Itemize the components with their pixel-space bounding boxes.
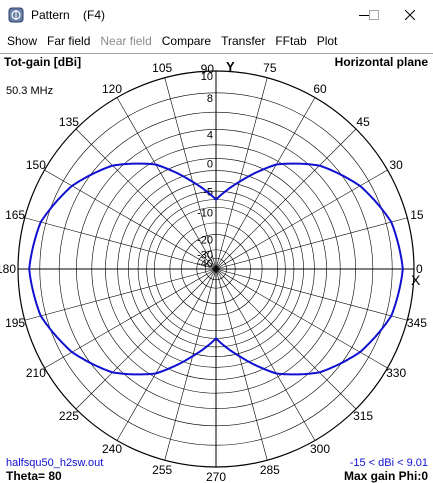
grid-ring <box>137 190 295 348</box>
gain-range-label: -15 < dBi < 9.01 <box>350 457 428 469</box>
angle-label: 270 <box>206 470 226 483</box>
grid-spoke <box>24 268 217 321</box>
angle-label: 345 <box>407 316 427 330</box>
menu-bar: Show Far field Near field Compare Transfer FF… <box>0 30 433 52</box>
grid-ring <box>128 181 304 357</box>
angle-label: 15 <box>410 208 424 222</box>
grid-spoke <box>215 268 316 441</box>
angle-label: 225 <box>59 409 79 423</box>
angle-label: 255 <box>152 463 172 477</box>
minimize-icon <box>359 15 369 16</box>
grid-ring <box>91 144 341 394</box>
grid-ring <box>169 222 263 316</box>
minimize-button[interactable] <box>341 0 387 30</box>
grid-spoke <box>215 169 388 270</box>
grid-spoke <box>215 268 357 410</box>
polar-grid <box>17 70 415 468</box>
grid-ring <box>204 257 228 281</box>
angle-labels: 0 15 30 45 60 75 90 105 120 135 150 165 180 195 210 225… <box>0 61 427 483</box>
pattern-curve <box>28 162 404 376</box>
maximize-button[interactable] <box>351 0 397 30</box>
angle-label: 60 <box>313 82 327 96</box>
pattern-plot: 10 8 4 0 -5 -10 -20 -30 -40 0 15 30 45 60 75 90 105 120 1… <box>0 53 433 483</box>
angle-label: 330 <box>386 366 406 380</box>
radial-tick-label: 0 <box>207 158 213 170</box>
maximize-icon <box>369 10 379 20</box>
menu-compare[interactable]: Compare <box>161 34 212 48</box>
menu-show[interactable]: Show <box>7 34 38 48</box>
angle-label: 195 <box>5 316 25 330</box>
angle-label: 90 <box>201 62 215 76</box>
angle-label: 300 <box>310 442 330 456</box>
angle-label: 180 <box>0 262 16 276</box>
grid-ring <box>153 206 279 332</box>
x-axis-letter: X <box>411 272 421 288</box>
radial-tick-label: -40 <box>197 258 213 270</box>
grid-spoke <box>116 97 217 270</box>
angle-label: 105 <box>152 61 172 75</box>
grid-spoke <box>116 268 217 441</box>
angle-label: 75 <box>263 61 277 75</box>
angle-label: 30 <box>389 158 403 172</box>
grid-spoke <box>24 217 217 270</box>
theta-label: Theta= 80 <box>6 469 62 483</box>
grid-spoke <box>215 77 268 270</box>
grid-spoke <box>164 268 217 461</box>
grid-ring <box>117 170 315 368</box>
frequency-label: 50.3 MHz <box>6 85 53 97</box>
angle-label: 0 <box>416 262 423 276</box>
grid-ring <box>17 70 415 468</box>
radial-tick-label: -30 <box>197 250 213 262</box>
grid-spoke <box>215 217 408 270</box>
window-title: Pattern (F4) <box>31 8 106 22</box>
angle-label: 165 <box>5 208 25 222</box>
title-bar: Pattern (F4) <box>0 0 433 30</box>
grid-spoke <box>75 128 217 270</box>
gain-type-label: Tot-gain [dBi] <box>4 55 81 69</box>
close-icon <box>405 10 415 20</box>
angle-label: 120 <box>102 82 122 96</box>
grid-spoke <box>215 268 408 321</box>
menu-plot[interactable]: Plot <box>316 34 338 48</box>
grid-ring <box>196 249 236 289</box>
radial-tick-label: 10 <box>201 71 213 83</box>
grid-ring <box>105 158 327 380</box>
grid-ring <box>76 129 356 409</box>
antenna-app-icon <box>8 7 24 23</box>
angle-label: 285 <box>260 463 280 477</box>
grid-spoke <box>215 128 357 270</box>
menu-near-field[interactable]: Near field <box>100 34 152 48</box>
y-axis-letter: Y <box>226 59 235 74</box>
angle-label: 150 <box>26 158 46 172</box>
angle-label: 240 <box>102 442 122 456</box>
angle-label: 135 <box>59 115 79 129</box>
angle-label: 315 <box>353 409 373 423</box>
max-gain-label: Max gain Phi:0 <box>344 469 428 483</box>
menu-fftab[interactable]: FFtab <box>275 34 307 48</box>
grid-spoke <box>75 268 217 410</box>
output-file-name: halfsqu50_h2sw.out <box>6 457 103 469</box>
grid-ring <box>58 111 374 427</box>
grid-spoke <box>215 268 388 369</box>
grid-spoke <box>215 268 268 461</box>
grid-spoke <box>164 77 217 270</box>
angle-label: 210 <box>26 366 46 380</box>
menu-far-field[interactable]: Far field <box>47 34 91 48</box>
angle-label: 45 <box>356 115 370 129</box>
menu-transfer[interactable]: Transfer <box>221 34 266 48</box>
close-button[interactable] <box>387 0 433 30</box>
radial-tick-label: -10 <box>197 207 213 219</box>
radial-tick-label: 8 <box>207 93 213 105</box>
grid-spoke <box>215 97 316 270</box>
radial-tick-label: -20 <box>197 235 213 247</box>
grid-ring <box>181 234 251 304</box>
radial-tick-label: 4 <box>207 129 213 141</box>
grid-spoke <box>44 268 217 369</box>
grid-ring <box>39 92 393 446</box>
plane-label: Horizontal plane <box>335 55 429 69</box>
grid-spoke <box>44 169 217 270</box>
